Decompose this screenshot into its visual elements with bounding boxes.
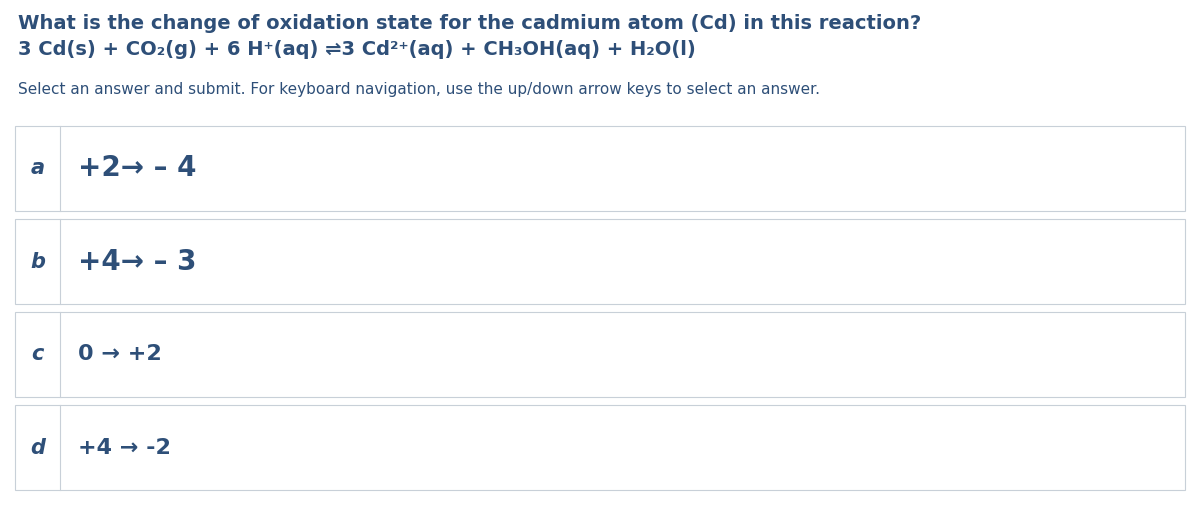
Text: +4 → -2: +4 → -2 (78, 437, 170, 458)
Text: c: c (31, 344, 43, 364)
Text: 0 → +2: 0 → +2 (78, 344, 162, 364)
Bar (14, 126, 1186, 211)
Text: Select an answer and submit. For keyboard navigation, use the up/down arrow keys: Select an answer and submit. For keyboar… (18, 82, 820, 97)
Text: 3 Cd(s) + CO₂(g) + 6 H⁺(aq) ⇌3 Cd²⁺(aq) + CH₃OH(aq) + H₂O(l): 3 Cd(s) + CO₂(g) + 6 H⁺(aq) ⇌3 Cd²⁺(aq) … (18, 40, 696, 59)
Bar (14, 219, 1186, 304)
Bar (14, 405, 1186, 490)
Text: b: b (30, 251, 46, 271)
Bar (14, 312, 1186, 397)
Text: What is the change of oxidation state for the cadmium atom (Cd) in this reaction: What is the change of oxidation state fo… (18, 14, 922, 33)
Text: +2→ – 4: +2→ – 4 (78, 154, 197, 183)
Text: a: a (30, 159, 44, 178)
Text: d: d (30, 437, 46, 458)
Text: +4→ – 3: +4→ – 3 (78, 248, 197, 276)
